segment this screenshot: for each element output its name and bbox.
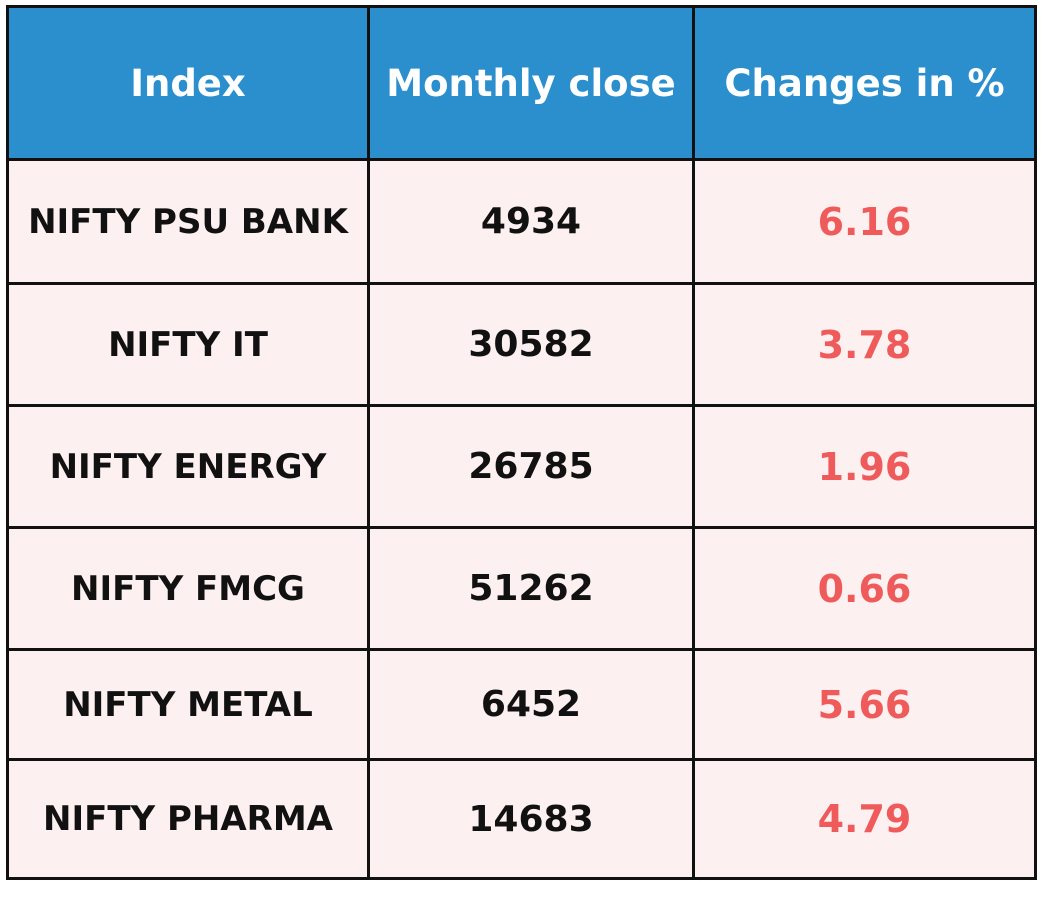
change-percent: 1.96 — [692, 404, 1037, 529]
index-name: NIFTY PHARMA — [6, 758, 370, 880]
change-percent: 0.66 — [692, 526, 1037, 651]
monthly-close: 6452 — [367, 648, 695, 761]
table-body: NIFTY PSU BANK 4934 6.16 NIFTY IT 30582 3.78 N… — [6, 158, 1037, 880]
monthly-close: 51262 — [367, 526, 695, 651]
index-name: NIFTY FMCG — [6, 526, 370, 651]
table-row: NIFTY PSU BANK 4934 6.16 — [6, 158, 1037, 285]
table-row: NIFTY ENERGY 26785 1.96 — [6, 404, 1037, 529]
table-row: NIFTY METAL 6452 5.66 — [6, 648, 1037, 761]
header-row: Index Monthly close Changes in % — [6, 5, 1037, 161]
header-cell: Monthly close — [367, 5, 695, 161]
header-cell: Changes in % — [692, 5, 1037, 161]
monthly-close: 14683 — [367, 758, 695, 880]
change-percent: 4.79 — [692, 758, 1037, 880]
header-cell: Index — [6, 5, 370, 161]
index-name: NIFTY ENERGY — [6, 404, 370, 529]
index-name: NIFTY METAL — [6, 648, 370, 761]
table-row: NIFTY PHARMA 14683 4.79 — [6, 758, 1037, 880]
index-name: NIFTY PSU BANK — [6, 158, 370, 285]
monthly-close: 4934 — [367, 158, 695, 285]
index-table: Index Monthly close Changes in % NIFTY PSU… — [6, 5, 1037, 880]
change-percent: 5.66 — [692, 648, 1037, 761]
table-row: NIFTY FMCG 51262 0.66 — [6, 526, 1037, 651]
table-row: NIFTY IT 30582 3.78 — [6, 282, 1037, 407]
monthly-close: 26785 — [367, 404, 695, 529]
change-percent: 6.16 — [692, 158, 1037, 285]
index-name: NIFTY IT — [6, 282, 370, 407]
change-percent: 3.78 — [692, 282, 1037, 407]
monthly-close: 30582 — [367, 282, 695, 407]
